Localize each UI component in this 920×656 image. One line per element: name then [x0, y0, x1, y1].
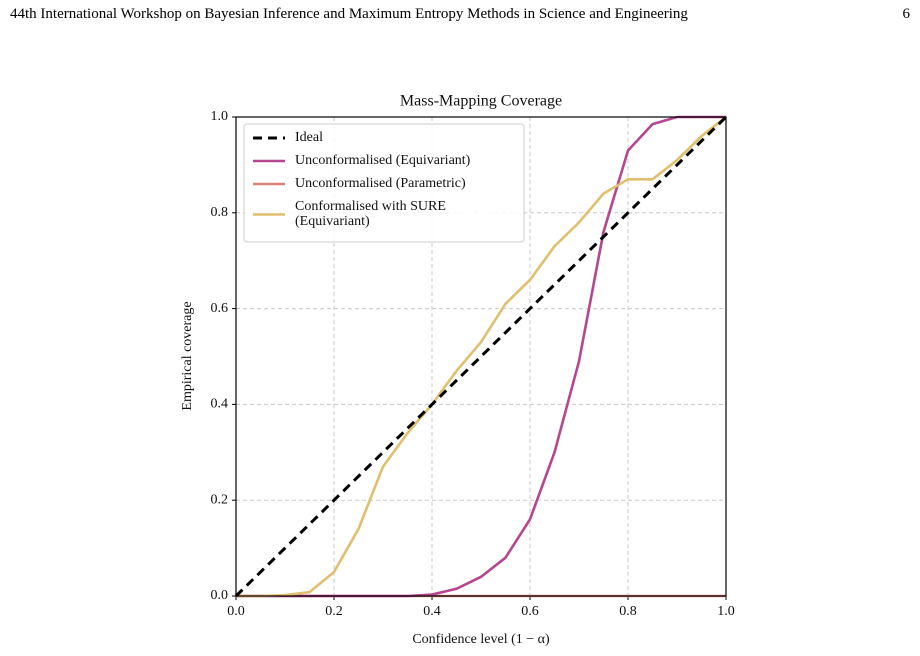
legend-label: Conformalised with SURE (Equivariant) [295, 199, 446, 229]
legend-entry: Unconformalised (Equivariant) [295, 153, 471, 168]
legend-entry: Conformalised with SURE (Equivariant) [295, 199, 446, 229]
plot-frame [235, 116, 727, 597]
y-tick-label: 0.8 [211, 205, 229, 220]
legend-entry: Unconformalised (Parametric) [295, 176, 466, 191]
y-tick-label: 1.0 [211, 109, 229, 124]
legend-entry: Ideal [295, 130, 323, 145]
legend-label: Unconformalised (Parametric) [295, 176, 466, 191]
x-tick-label: 0.4 [423, 604, 441, 619]
legend-label: Ideal [295, 130, 323, 145]
x-tick-label: 0.2 [325, 604, 343, 619]
series-line [234, 115, 728, 598]
x-tick-label: 0.6 [521, 604, 539, 619]
x-tick-label: 1.0 [717, 604, 735, 619]
x-axis-label: Confidence level (1 − α) [412, 632, 550, 647]
x-tick-label: 0.8 [619, 604, 637, 619]
y-tick-label: 0.0 [211, 588, 229, 603]
y-tick-label: 0.6 [211, 301, 229, 316]
legend-label: Unconformalised (Equivariant) [295, 153, 471, 168]
y-tick-label: 0.2 [211, 492, 229, 507]
legend-box [243, 123, 525, 243]
chart-title: Mass-Mapping Coverage [400, 93, 562, 110]
running-header: 44th International Workshop on Bayesian … [10, 6, 688, 22]
page-number: 6 [902, 6, 911, 22]
y-axis-label: Empirical coverage [180, 301, 195, 410]
x-tick-label: 0.0 [227, 604, 245, 619]
series-line [236, 115, 727, 598]
y-tick-label: 0.4 [211, 397, 229, 412]
